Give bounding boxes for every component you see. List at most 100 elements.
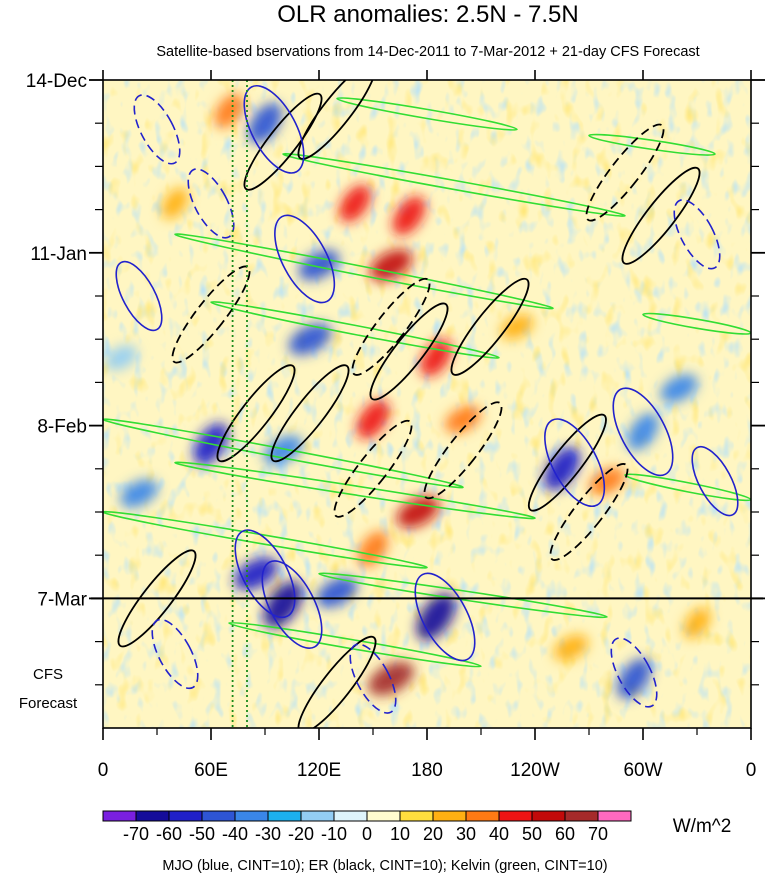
anomaly-blob-15 <box>316 577 358 608</box>
er-contour-8 <box>297 635 377 728</box>
anomaly-blob-27 <box>500 314 534 340</box>
colorbar-swatch-10 <box>432 810 467 822</box>
colorbar-swatch-3 <box>201 810 236 822</box>
colorbar-label-2: -50 <box>189 824 215 844</box>
mjo-layer <box>115 84 739 714</box>
anomaly-blob-29 <box>104 345 138 371</box>
er-contour-3 <box>270 364 350 463</box>
er-contour-11 <box>423 401 503 500</box>
colorbar-swatch-9 <box>399 810 434 822</box>
colorbar-label-9: 20 <box>423 824 443 844</box>
y-tick-label-1: 11-Jan <box>30 244 87 265</box>
plot-area <box>103 80 751 728</box>
anomaly-blob-19 <box>589 467 625 495</box>
er-contour-2 <box>216 364 296 463</box>
kelvin-contour-6 <box>103 510 428 569</box>
colorbar-swatch-6 <box>300 810 335 822</box>
colorbar-swatch-5 <box>267 810 302 822</box>
er-contour-9 <box>117 549 197 648</box>
mjo-contour-8 <box>115 260 163 332</box>
er-contour-0 <box>243 92 323 191</box>
x-tick-label-6: 0 <box>746 760 757 781</box>
kelvin-contour-2 <box>174 233 554 310</box>
colorbar-swatch-8 <box>366 810 401 822</box>
mjo-contour-0 <box>243 84 305 174</box>
er-contour-4 <box>369 302 449 401</box>
colorbar-swatch-4 <box>234 810 269 822</box>
kelvin-contour-4 <box>103 418 464 489</box>
er-contour-5 <box>450 277 530 376</box>
forecast-label-line2: Forecast <box>19 695 78 712</box>
anomaly-blob-7 <box>445 405 481 434</box>
x-tick-label-3: 180 <box>411 760 443 781</box>
colorbar-label-0: -70 <box>123 824 149 844</box>
kelvin-contour-7 <box>318 572 608 619</box>
y-tick-label-2: 8-Feb <box>37 417 87 438</box>
anomaly-blob-3 <box>369 249 413 281</box>
contour-legend: MJO (blue, CINT=10); ER (black, CINT=10)… <box>162 858 607 874</box>
anomaly-blob-20 <box>627 413 659 451</box>
colorbar-swatch-11 <box>465 810 500 822</box>
anomaly-blob-23 <box>553 634 589 661</box>
anomaly-blob-1 <box>298 249 340 281</box>
colorbar-label-4: -30 <box>255 824 281 844</box>
x-tick-label-4: 120W <box>510 760 560 781</box>
anomaly-blob-24 <box>683 607 711 639</box>
chart-title: OLR anomalies: 2.5N - 7.5N <box>277 1 578 28</box>
kelvin-contour-0 <box>336 97 518 131</box>
mjo-contour-6 <box>612 387 674 477</box>
colorbar-label-13: 60 <box>555 824 575 844</box>
colorbar-units: W/m^2 <box>673 816 732 837</box>
anomaly-blob-12 <box>357 531 389 567</box>
colorbar-label-6: -10 <box>321 824 347 844</box>
axis-layer: 0 60E 120E 180 120W 60W 0 14-Dec 11-Jan 8-Feb 7-Ma… <box>26 70 765 781</box>
mjo-contour-4 <box>414 572 476 662</box>
anomaly-blob-2 <box>339 184 371 223</box>
colorbar-label-11: 40 <box>489 824 509 844</box>
colorbar-swatch-15 <box>597 810 632 822</box>
y-tick-label-3: 7-Mar <box>37 589 87 610</box>
x-tick-label-0: 0 <box>98 760 109 781</box>
colorbar-swatch-13 <box>531 810 566 822</box>
colorbar-label-5: -20 <box>288 824 314 844</box>
colorbar-label-12: 50 <box>522 824 542 844</box>
x-tick-label-5: 60W <box>623 760 662 781</box>
mjo-contour-7 <box>691 445 739 517</box>
mjo-contour-14 <box>610 637 658 708</box>
anomaly-blob-5 <box>288 323 332 355</box>
colorbar-label-1: -60 <box>156 824 182 844</box>
kelvin-contour-3 <box>210 301 500 359</box>
er-contour-15 <box>171 265 251 364</box>
chart-subtitle: Satellite-based bservations from 14-Dec-… <box>156 44 699 60</box>
mjo-contour-9 <box>133 94 181 165</box>
mjo-contour-1 <box>274 214 336 304</box>
reference-line-layer <box>231 80 248 728</box>
mjo-contour-13 <box>349 643 397 714</box>
er-contour-10 <box>333 419 413 518</box>
mjo-contour-3 <box>261 560 323 649</box>
er-contour-14 <box>351 277 431 376</box>
colorbar-swatch-2 <box>168 810 203 822</box>
er-contour-7 <box>621 166 701 265</box>
er-contour-12 <box>549 463 629 561</box>
kelvin-layer <box>103 97 751 668</box>
er-contour-13 <box>585 123 665 222</box>
er-layer <box>117 80 701 728</box>
mjo-contour-11 <box>673 199 721 270</box>
colorbar-label-7: 0 <box>362 824 372 844</box>
anomaly-blob-11 <box>396 496 440 528</box>
anomaly-blob-18 <box>543 446 581 491</box>
mjo-contour-5 <box>544 418 606 508</box>
kelvin-contour-5 <box>174 461 536 520</box>
er-contour-6 <box>527 413 607 512</box>
anomaly-blob-4 <box>392 196 426 236</box>
kelvin-contour-1 <box>282 152 626 217</box>
mjo-contour-10 <box>187 168 235 239</box>
colorbar-swatch-14 <box>564 810 599 822</box>
anomaly-blob-28 <box>214 93 244 129</box>
x-tick-label-1: 60E <box>194 760 228 781</box>
kelvin-contour-9 <box>624 473 751 502</box>
kelvin-contour-10 <box>588 133 716 156</box>
colorbar-label-14: 70 <box>588 824 608 844</box>
